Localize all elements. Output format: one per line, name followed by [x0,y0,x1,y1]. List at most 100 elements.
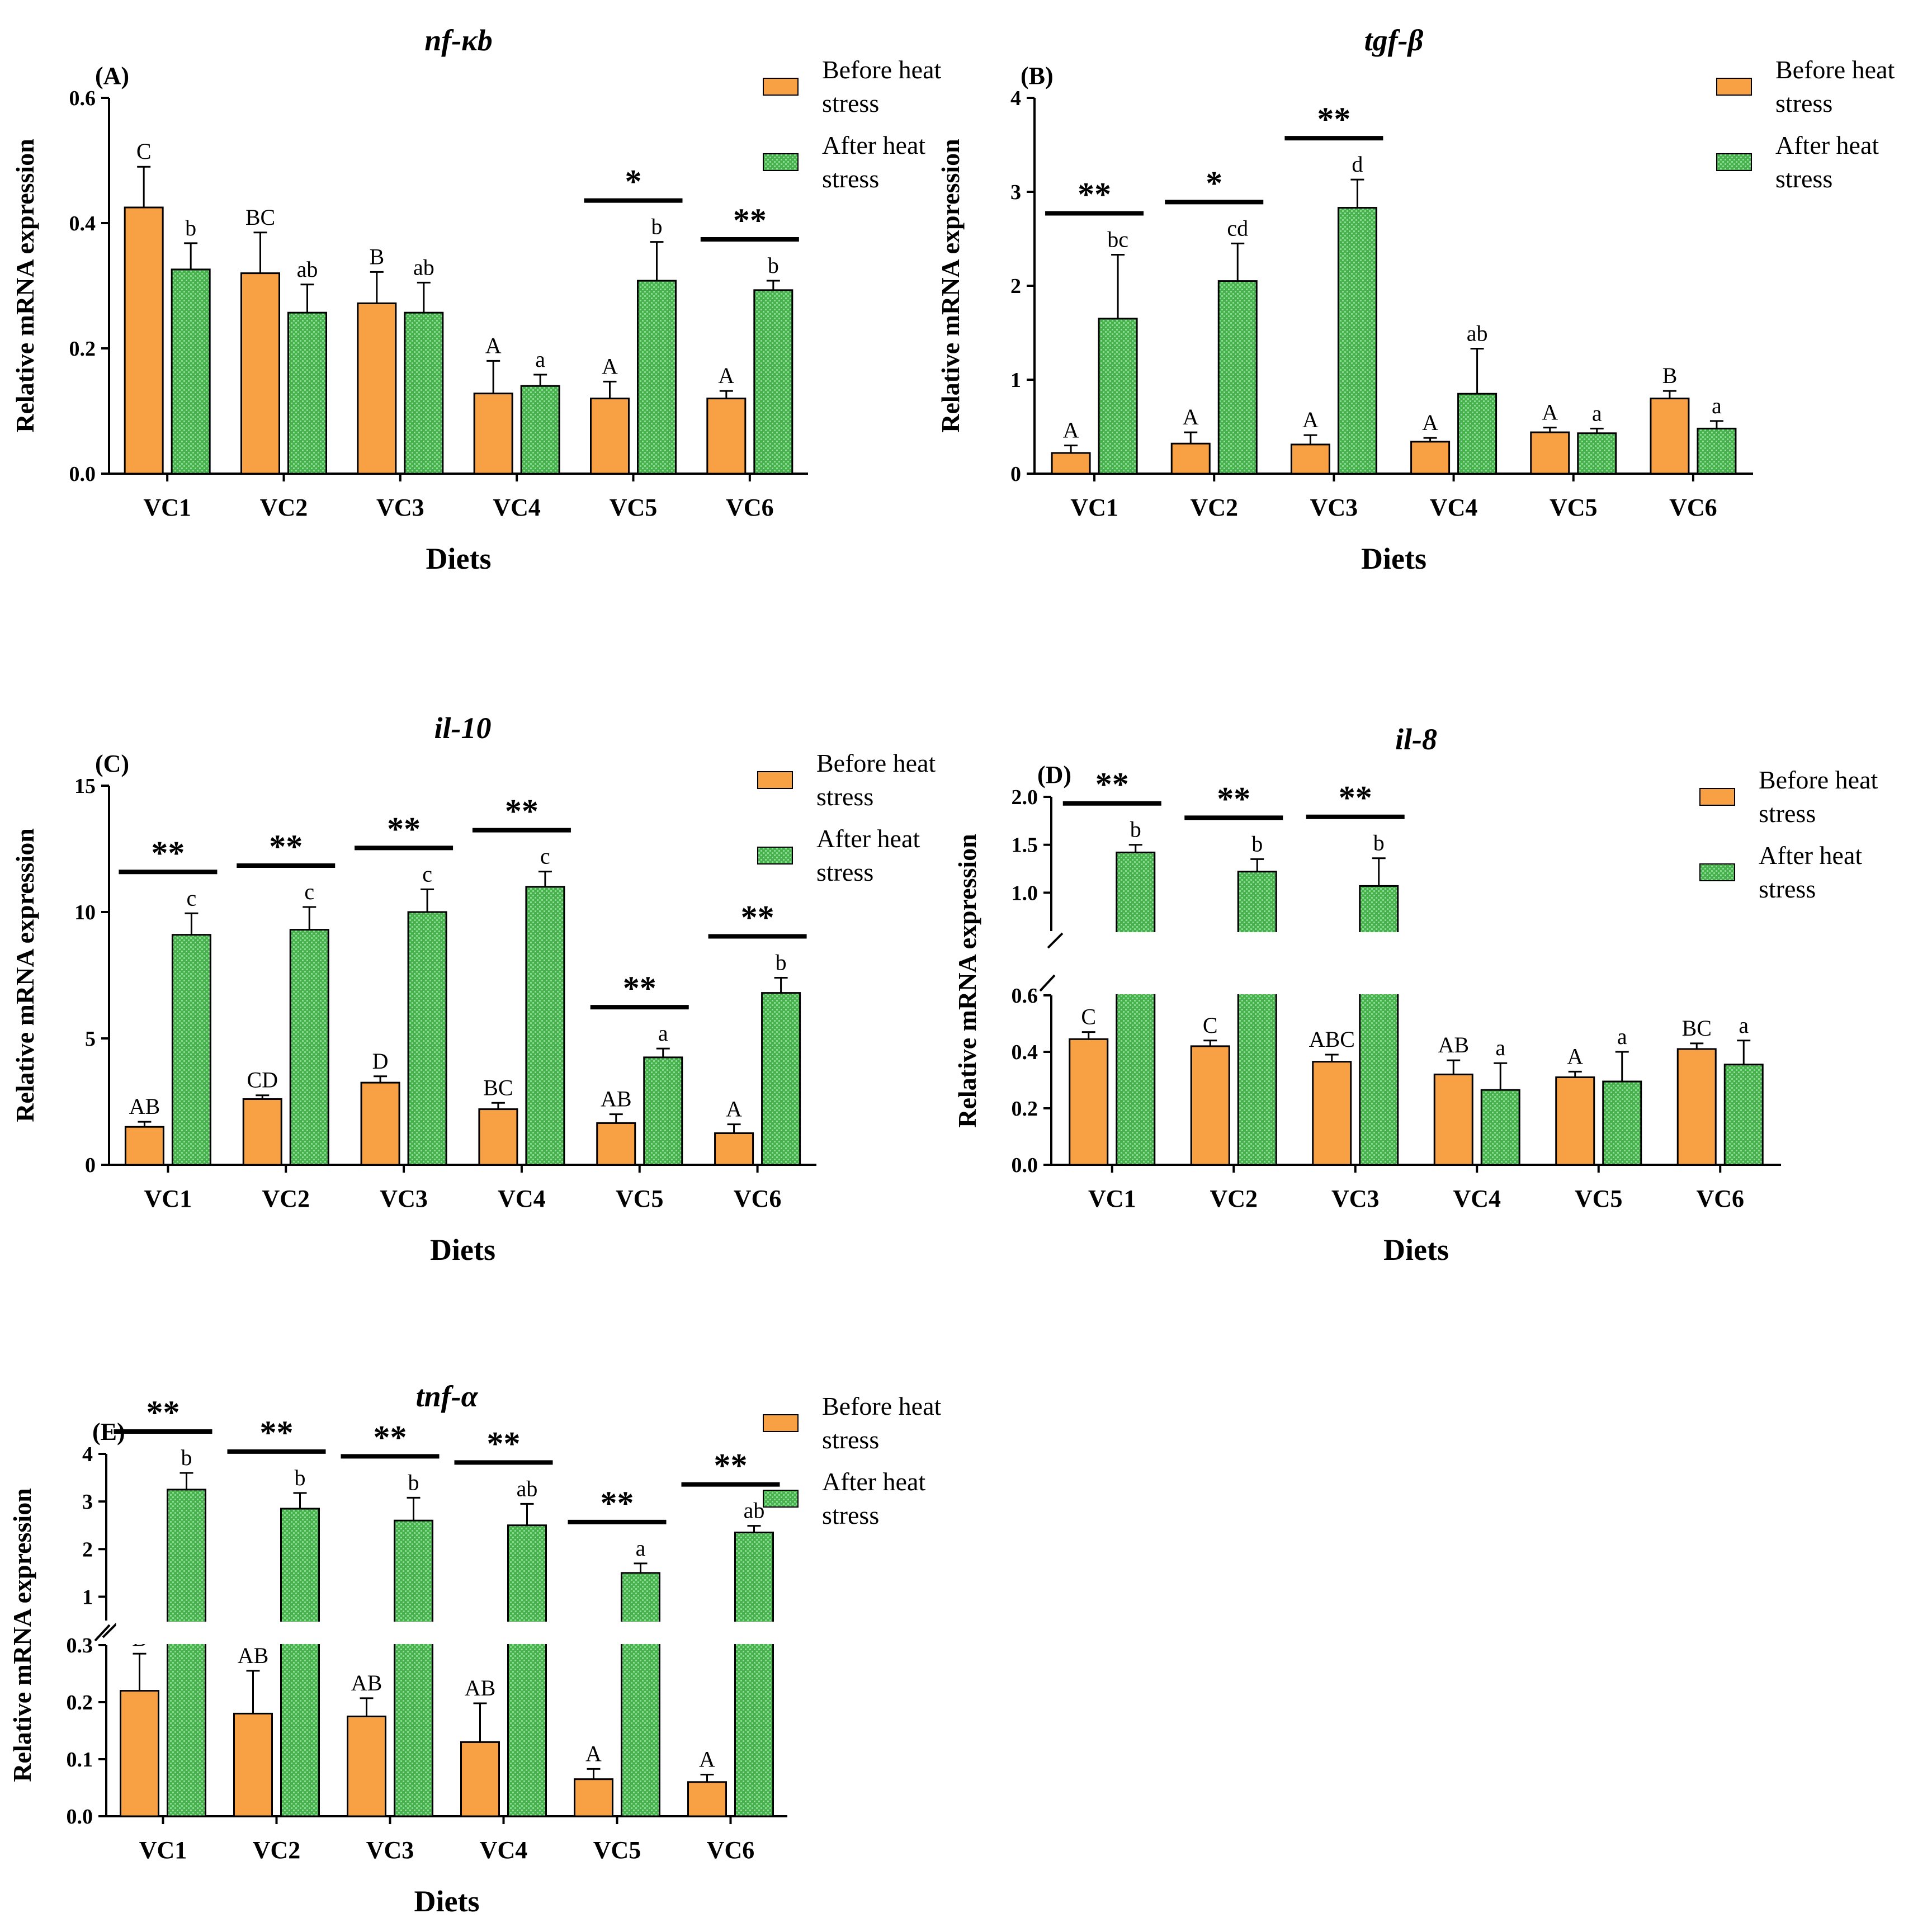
y-tick-label: 0.0 [1012,1154,1038,1177]
axis-break-gap [1308,932,1402,994]
bar-after-vc2 [1217,280,1258,475]
bar-before-vc6 [687,1781,727,1817]
significance-stars: ** [601,1485,634,1522]
bar-after-vc4 [1480,1089,1520,1166]
bar-before-vc5 [574,1778,613,1817]
chart-panel-3: il-10 (C) Diets Relative mRNA expression 0 5 1… [11,711,936,1267]
y-tick-label: 0.0 [69,462,96,486]
y-tick-label: 1.5 [1012,834,1038,857]
x-tick-label: VC3 [366,1836,414,1864]
significance-letter: C [1081,1004,1096,1029]
legend-label: stress [1759,799,1816,828]
significance-stars: ** [1317,101,1350,138]
significance-letter: A [699,1747,715,1772]
significance-letter: b [408,1470,419,1495]
significance-letter: A [1567,1043,1583,1069]
significance-letter: a [535,347,545,372]
bar-after-vc5 [621,1572,660,1817]
legend-label: Before heat [822,1392,941,1420]
significance-letter: b [1251,831,1263,856]
significance-letter: b [651,214,663,239]
significance-letter: A [1183,404,1199,429]
y-tick-label: 10 [74,901,96,924]
significance-letter: AB [351,1670,382,1695]
bar-before-vc3 [1290,443,1330,475]
significance-stars: * [625,163,642,200]
bar-after-vc4 [507,1524,547,1817]
significance-letter: A [1542,400,1558,425]
bar-after-vc2 [287,311,327,475]
significance-letter: c [422,861,432,886]
axis-break-mark [94,1624,111,1642]
legend-label: Before heat [822,55,941,84]
bar-before-vc3 [347,1716,386,1817]
significance-stars: * [1206,164,1222,201]
bar-before-vc2 [240,272,280,475]
bar-before-vc1 [124,206,164,475]
bar-before-vc3 [1312,1061,1352,1166]
y-tick-label: 1 [1010,369,1021,392]
chart-title: nf-κb [424,23,493,57]
x-tick-label: VC5 [593,1836,641,1864]
axis-break-gap [456,1622,551,1644]
x-axis-title: Diets [426,542,492,575]
significance-letter: c [304,879,314,904]
significance-letter: A [1302,407,1319,432]
axis-break-gap [116,1622,210,1644]
y-tick-label: 2 [82,1538,93,1561]
bar-after-vc6 [753,289,793,475]
bar-after-vc1 [1098,318,1138,475]
bar-before-vc6 [1676,1048,1717,1166]
significance-stars: ** [623,970,656,1007]
x-tick-label: VC1 [139,1836,187,1864]
axis-break-gap [1551,932,1646,994]
legend-label: Before heat [1775,55,1895,84]
legend-swatch-after [1699,863,1735,881]
x-tick-label: VC1 [144,1185,192,1212]
y-tick-label: 0.2 [67,1691,93,1714]
significance-letter: CD [247,1067,278,1093]
significance-letter: b [1373,830,1385,856]
panel-label: (B) [1021,62,1054,89]
bar-before-vc6 [706,398,747,475]
significance-letter: ab [297,257,318,282]
significance-letter: b [181,1445,192,1470]
y-tick-label: 1.0 [1012,881,1038,905]
significance-letter: AB [129,1094,160,1119]
axis-break-gap [570,1622,664,1644]
y-tick-label: 4 [1010,87,1021,110]
significance-stars: ** [1095,766,1129,803]
significance-letter: ab [413,254,434,280]
significance-letter: ABC [1309,1027,1355,1052]
bar-after-vc6 [761,992,801,1166]
x-tick-label: VC6 [726,494,774,521]
bar-after-vc5 [637,280,677,475]
x-tick-label: VC6 [1696,1185,1744,1212]
bar-before-vc5 [1530,431,1570,475]
significance-stars: ** [387,810,421,847]
x-tick-label: VC4 [1453,1185,1501,1212]
x-tick-label: VC3 [380,1185,428,1212]
x-tick-label: VC6 [1669,494,1717,521]
bar-before-vc2 [233,1712,273,1817]
chart-panel-2: tgf-β (B) Diets Relative mRNA expression 0 1 2… [936,23,1895,575]
bar-after-vc1 [167,1489,206,1817]
significance-letter: A [1422,410,1438,435]
bar-before-vc4 [460,1741,500,1817]
legend-swatch-before [757,771,793,789]
x-tick-label: VC4 [1430,494,1478,521]
x-tick-label: VC1 [1070,494,1118,521]
legend-label: After heat [822,1467,925,1496]
legend-swatch-after [763,1490,799,1508]
panel-label: (C) [95,750,129,777]
significance-stars: ** [269,828,303,865]
y-tick-label: 0.3 [67,1634,93,1657]
y-tick-label: 0.6 [1012,984,1038,1008]
bar-before-vc5 [1555,1076,1595,1166]
legend-label: After heat [816,824,920,853]
bar-before-vc2 [1170,442,1211,475]
axis-break-mark [1039,974,1056,992]
significance-stars: ** [714,1447,748,1484]
y-tick-label: 3 [1010,181,1021,204]
